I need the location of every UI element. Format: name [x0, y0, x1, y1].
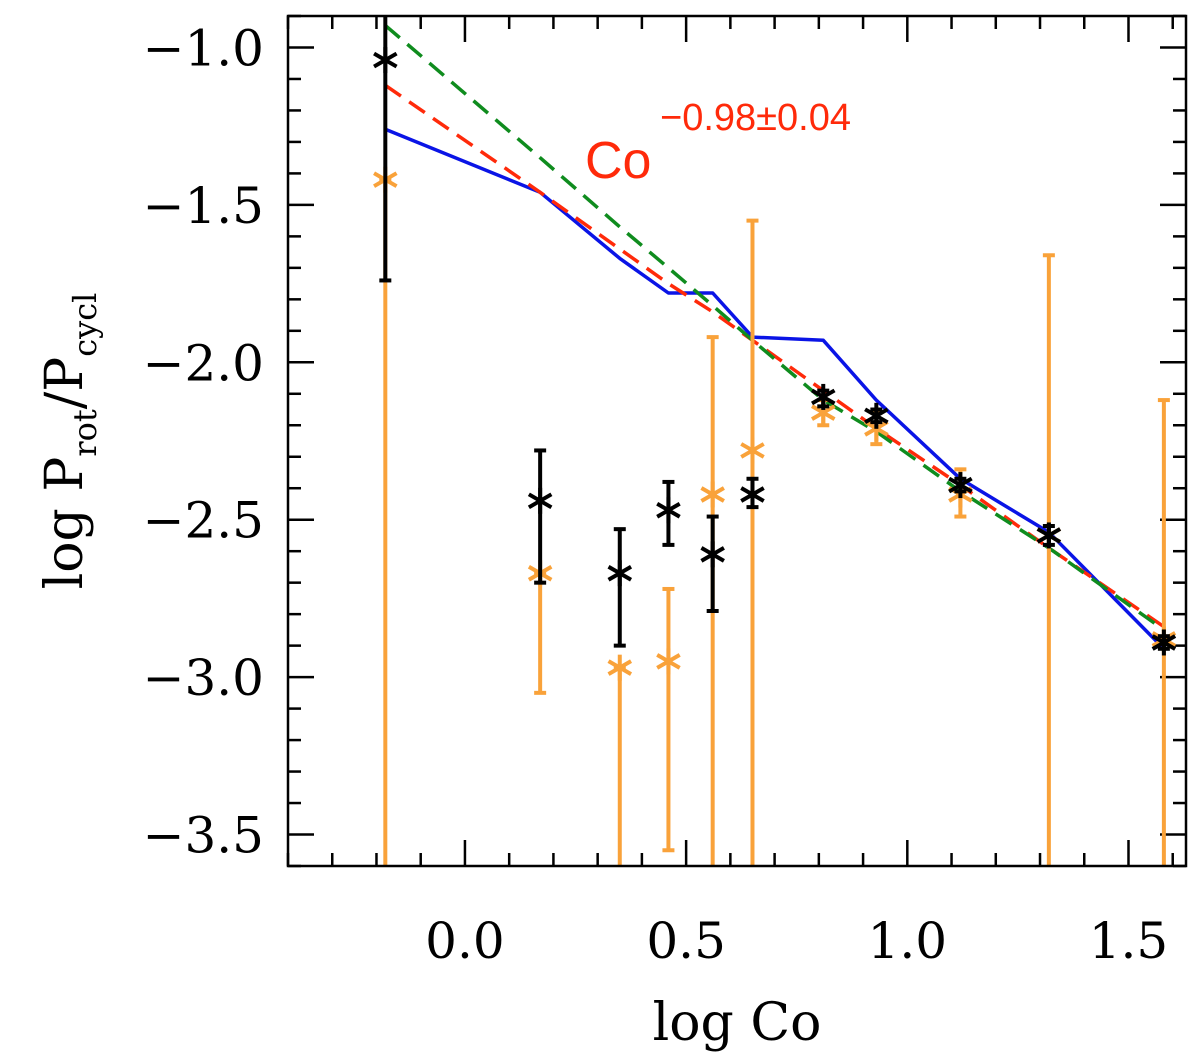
data-point-marker — [607, 654, 633, 681]
data-point-marker — [1036, 522, 1062, 549]
x-tick-label: 1.0 — [868, 912, 948, 970]
x-axis-title: log Co — [653, 993, 822, 1053]
y-tick-label: −1.5 — [143, 177, 264, 235]
x-tick-label: 0.0 — [425, 912, 505, 970]
y-tick-label: −2.0 — [143, 334, 264, 392]
data-point-marker — [700, 481, 725, 508]
x-axis-title-text: log Co — [653, 993, 822, 1053]
data-point-marker — [1151, 629, 1177, 656]
data-point-marker — [740, 481, 765, 508]
data-point-marker — [527, 487, 553, 514]
data-point-marker — [656, 648, 681, 675]
fit-annotation-exponent: −0.98±0.04 — [660, 97, 851, 139]
y-tick-label: −2.5 — [143, 492, 264, 550]
x-tick-label: 0.5 — [646, 912, 726, 970]
tick-labels: 0.0 0.5 1.0 1.5 −1.0 −1.5 −2.0 −2.5 −3.0 −3.5 — [143, 19, 1169, 970]
data-point-marker — [700, 541, 725, 568]
data-point-marker — [864, 402, 889, 429]
data-point-marker — [373, 47, 398, 74]
x-tick-label: 1.5 — [1089, 912, 1169, 970]
y-tick-label: −3.5 — [143, 807, 264, 865]
axis-ticks — [286, 14, 1186, 868]
y-tick-label: −3.0 — [143, 649, 264, 707]
orange-series — [373, 166, 1177, 866]
data-point-marker — [811, 383, 836, 410]
black-series — [373, 16, 1177, 656]
y-axis-title-main: log P — [35, 457, 95, 590]
y-axis-title: log Prot/Pcycl — [35, 293, 104, 590]
data-point-marker — [740, 437, 765, 464]
plot-frame — [286, 14, 1188, 868]
fit-annotation-base: Co — [585, 132, 651, 190]
y-tick-label: −1.0 — [143, 19, 264, 77]
model-line-3 — [384, 24, 1165, 632]
data-point-marker — [656, 497, 681, 524]
y-axis-title-sep: /P — [35, 357, 95, 410]
y-axis-title-sub-rot: rot — [66, 409, 104, 457]
data-point-marker — [948, 472, 973, 499]
y-axis-title-sub-cycl: cycl — [66, 293, 104, 357]
data-point-marker — [607, 560, 633, 587]
data-points — [373, 16, 1177, 866]
